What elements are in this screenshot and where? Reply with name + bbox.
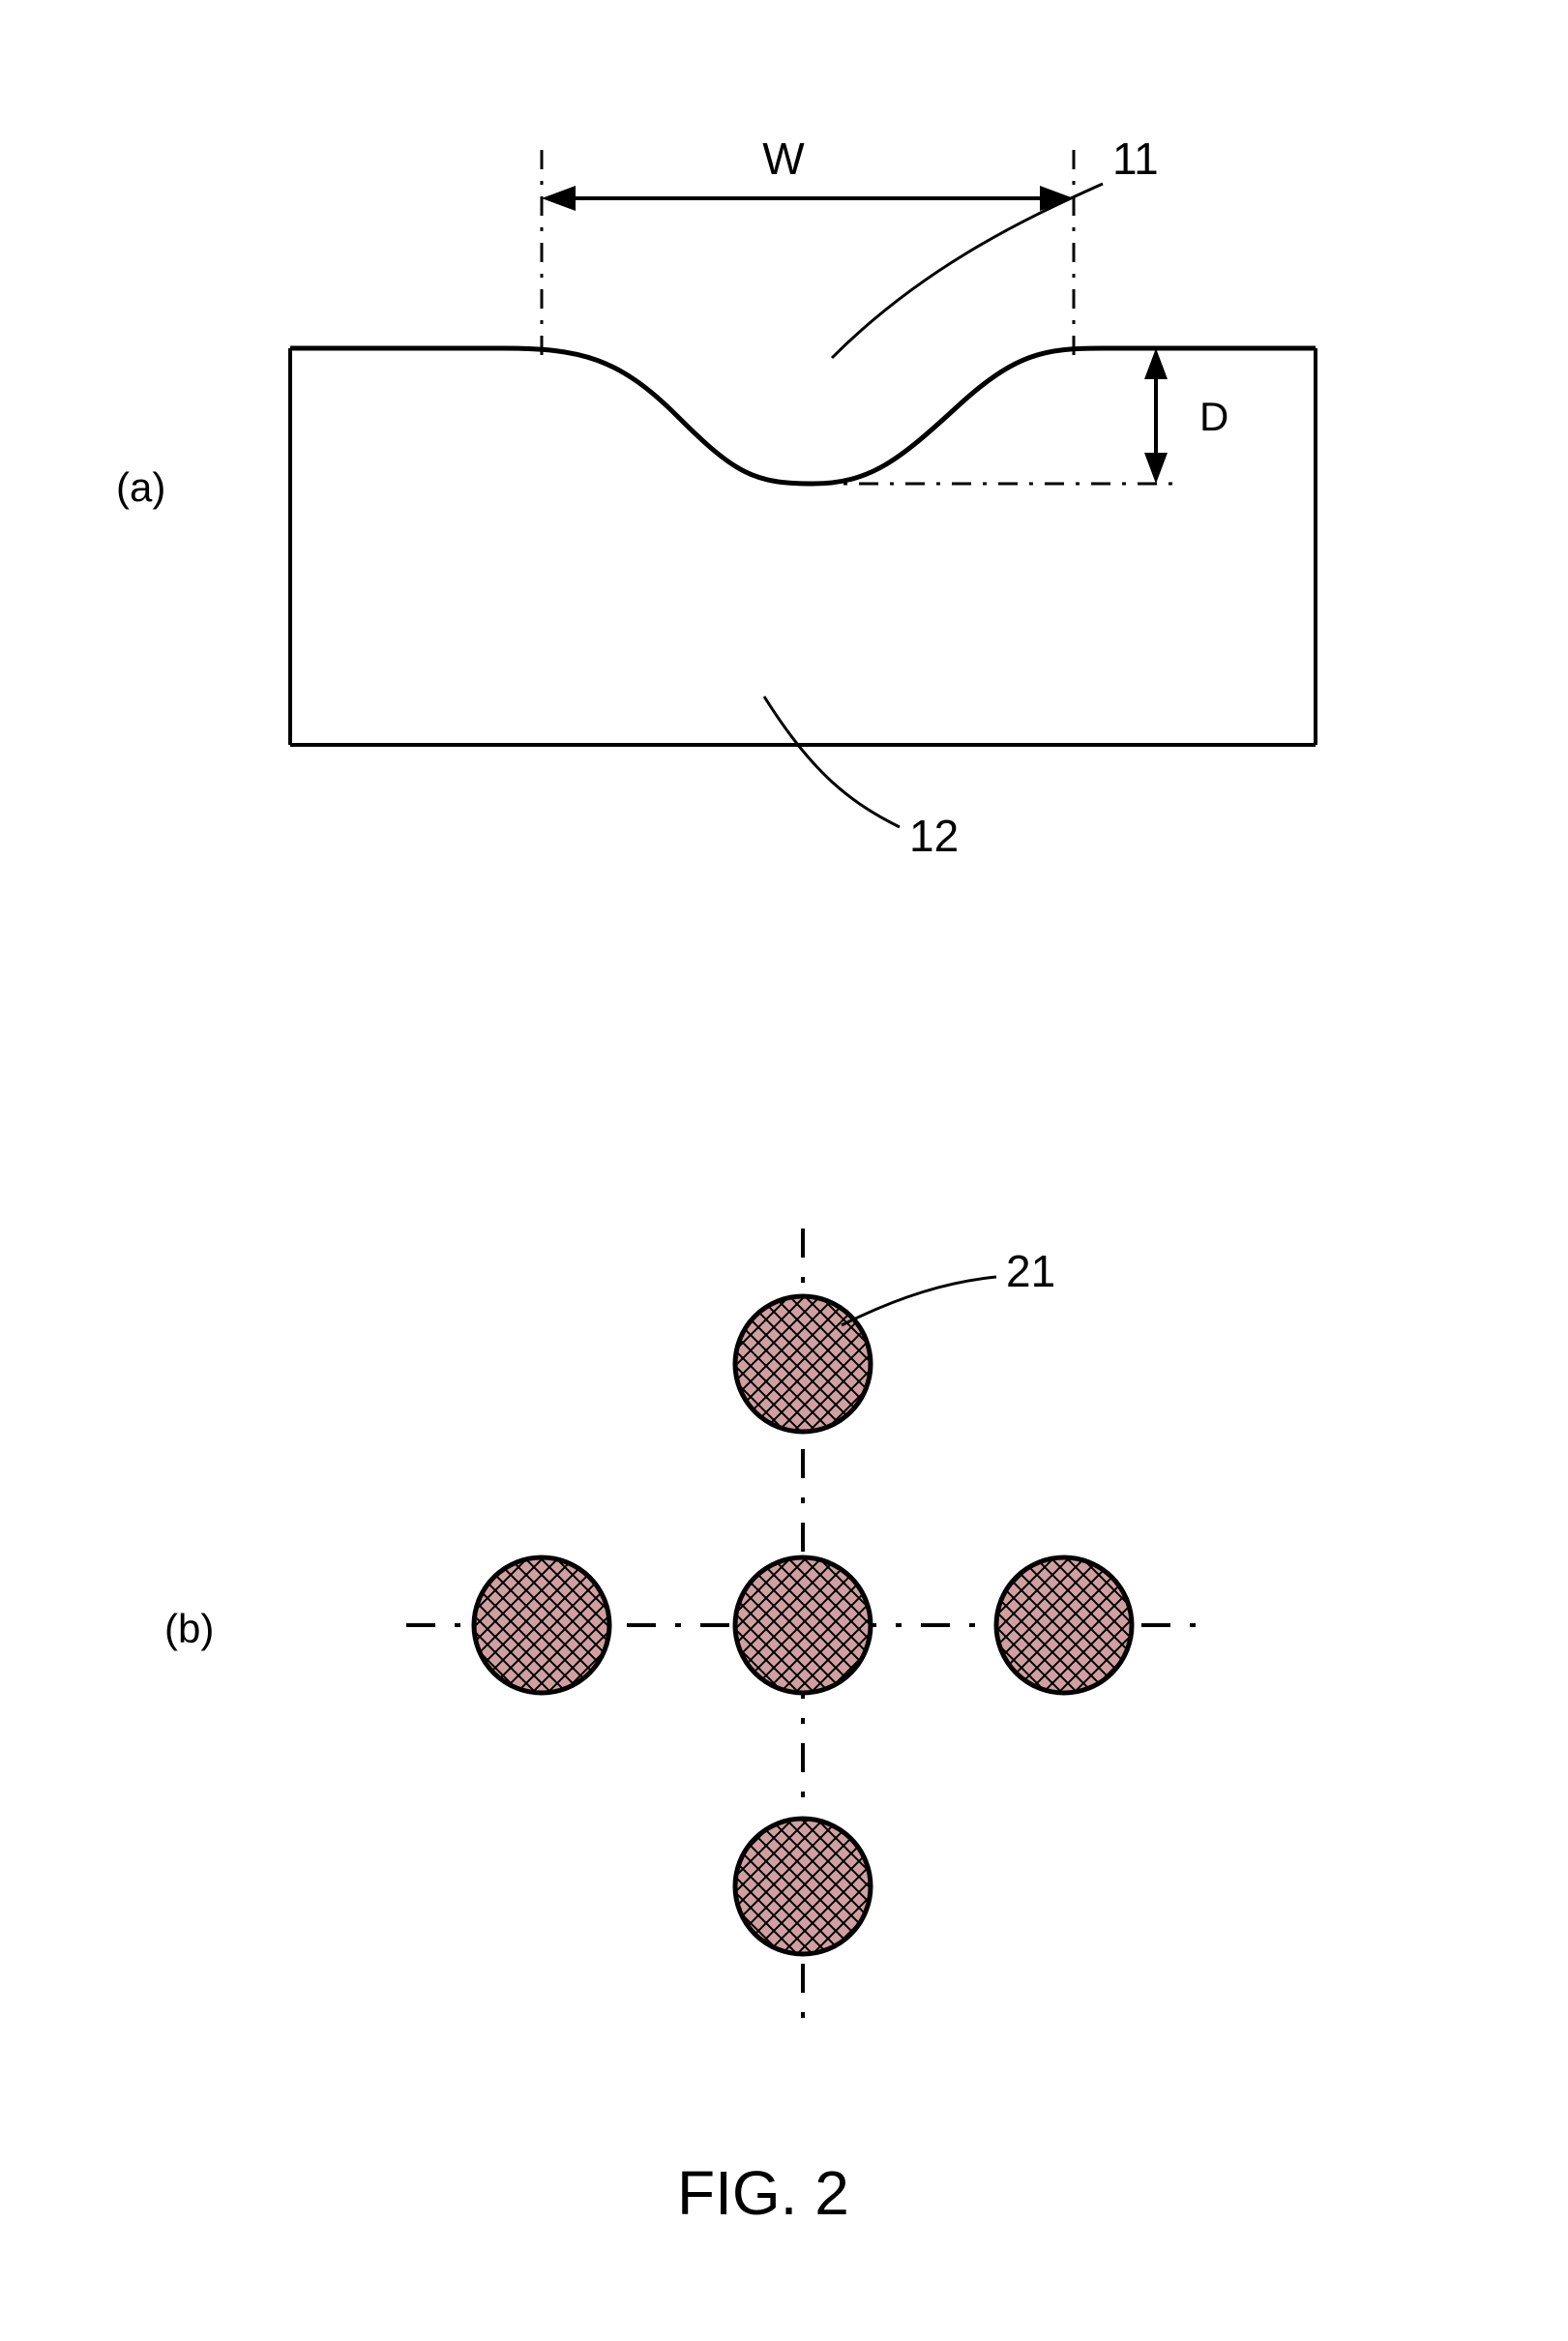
page: (a) W D 11 12 (b)	[0, 0, 1568, 2341]
ref-12: 12	[909, 811, 959, 861]
panel-a-svg: W D 11 12	[0, 0, 1354, 871]
dot-bottom	[735, 1819, 871, 1954]
ref-21: 21	[1006, 1246, 1055, 1296]
ref-11: 11	[1112, 133, 1159, 184]
dim-d-label: D	[1199, 394, 1228, 439]
dot-right	[996, 1557, 1132, 1693]
figure-caption: FIG. 2	[677, 2157, 849, 2229]
panel-b-svg: 21	[0, 1141, 1568, 2109]
dim-w-label: W	[762, 133, 805, 184]
dot-top	[735, 1296, 871, 1432]
dot-center	[735, 1557, 871, 1693]
dot-left	[474, 1557, 609, 1693]
